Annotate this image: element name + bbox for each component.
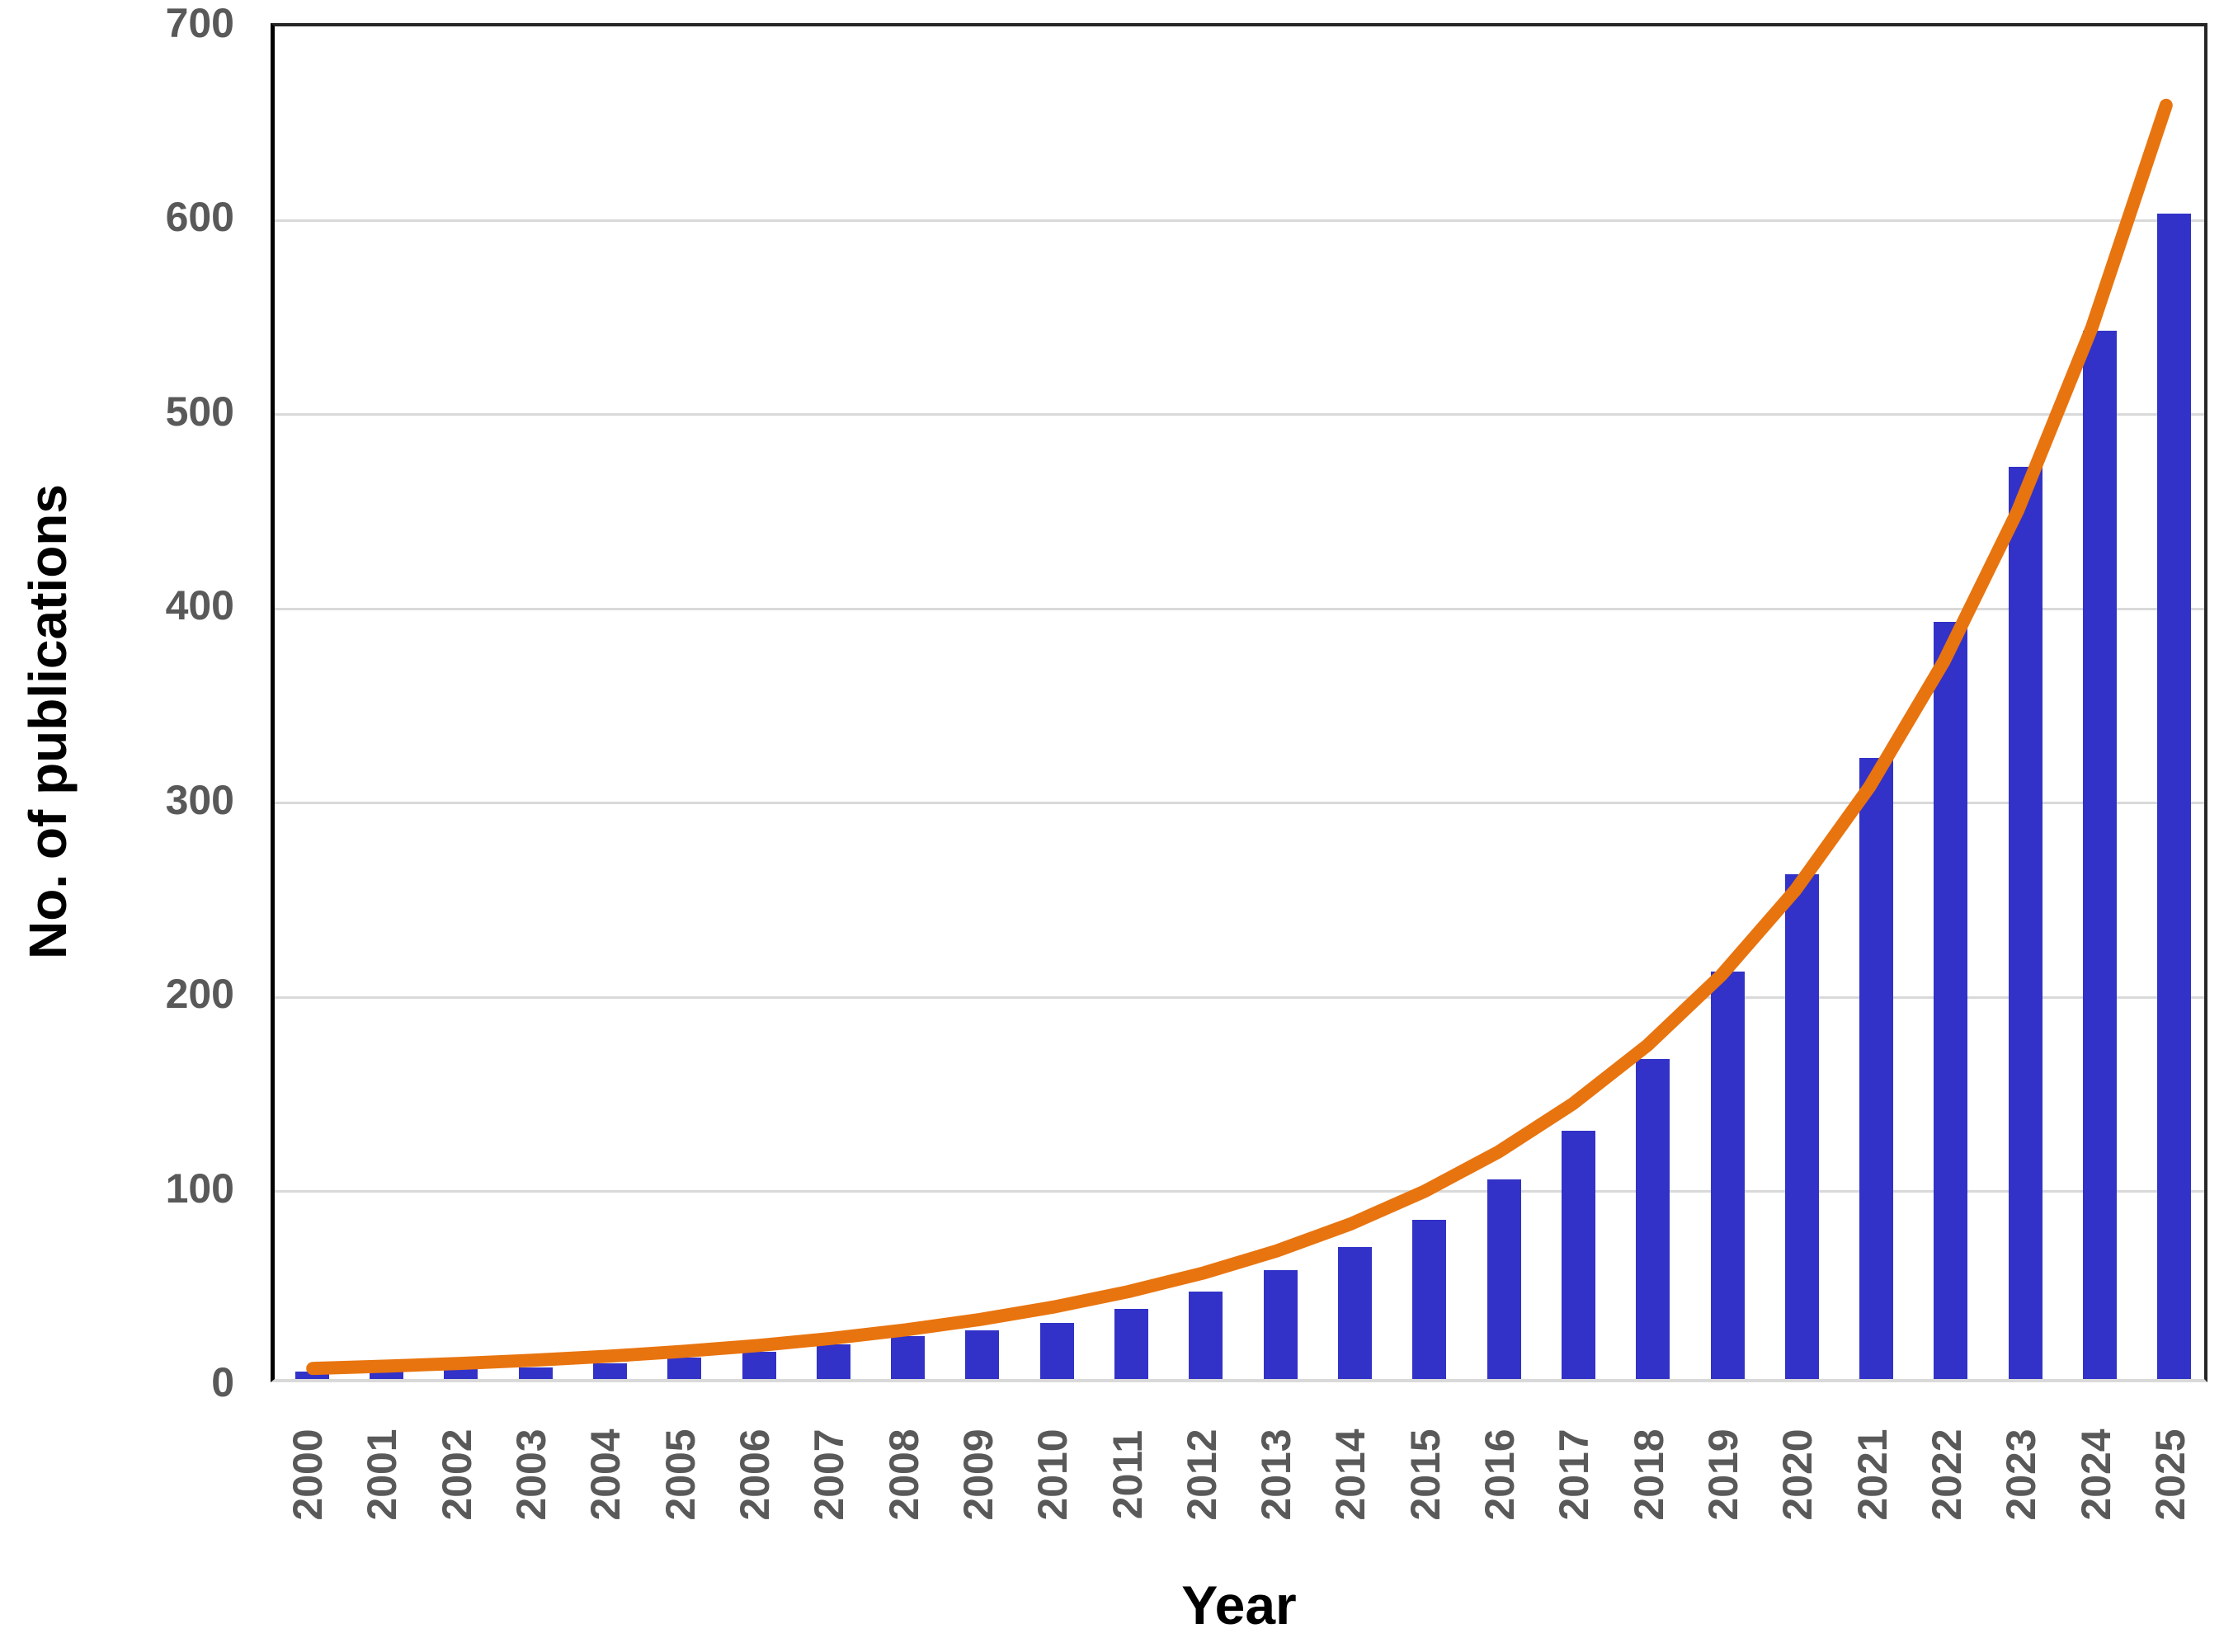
- x-tick-label-2020: 2020: [1774, 1428, 1821, 1521]
- x-tick-label-2007: 2007: [806, 1428, 853, 1521]
- x-tick-label-2009: 2009: [954, 1428, 1001, 1521]
- y-tick-label-700: 700: [165, 0, 234, 46]
- bar-2009: [965, 1330, 1000, 1379]
- x-tick-label-2016: 2016: [1477, 1428, 1524, 1521]
- bar-2014: [1337, 1246, 1372, 1379]
- bar-2015: [1412, 1219, 1447, 1379]
- bar-2006: [742, 1352, 776, 1379]
- gridline-600: [275, 219, 2204, 222]
- bar-2007: [816, 1344, 850, 1379]
- bar-2024: [2083, 330, 2118, 1379]
- trendline-path: [306, 98, 2173, 1376]
- x-tick-label-2017: 2017: [1551, 1428, 1598, 1521]
- bar-2002: [444, 1369, 478, 1379]
- gridline-300: [275, 802, 2204, 805]
- y-tick-label-300: 300: [165, 776, 234, 823]
- x-tick-label-2022: 2022: [1923, 1428, 1970, 1521]
- bar-2022: [1934, 621, 1968, 1379]
- x-tick-label-2023: 2023: [1998, 1428, 2045, 1521]
- bar-2023: [2008, 466, 2042, 1379]
- x-tick-label-2015: 2015: [1402, 1428, 1449, 1521]
- bar-2025: [2157, 214, 2192, 1379]
- x-axis-title: Year: [1181, 1574, 1297, 1636]
- bar-2005: [667, 1358, 702, 1379]
- gridline-400: [275, 607, 2204, 610]
- bar-2017: [1561, 1130, 1595, 1379]
- bar-2019: [1710, 971, 1745, 1379]
- bar-2016: [1487, 1179, 1521, 1379]
- bar-2021: [1859, 757, 1894, 1379]
- x-tick-label-2000: 2000: [285, 1428, 332, 1521]
- x-tick-label-2006: 2006: [732, 1428, 778, 1521]
- bar-2010: [1039, 1322, 1074, 1379]
- x-tick-label-2013: 2013: [1253, 1428, 1300, 1521]
- bar-2001: [369, 1371, 403, 1379]
- x-tick-label-2010: 2010: [1029, 1428, 1077, 1521]
- y-tick-label-0: 0: [211, 1359, 234, 1405]
- x-tick-label-2003: 2003: [508, 1428, 555, 1521]
- bar-2013: [1263, 1270, 1298, 1379]
- x-tick-label-2025: 2025: [2146, 1428, 2193, 1521]
- x-tick-label-2008: 2008: [880, 1428, 927, 1521]
- bar-2000: [294, 1371, 329, 1379]
- x-tick-label-2021: 2021: [1849, 1428, 1896, 1521]
- y-tick-label-500: 500: [165, 388, 234, 435]
- gridline-100: [275, 1190, 2204, 1193]
- bar-2020: [1784, 873, 1819, 1379]
- bar-2004: [592, 1363, 627, 1379]
- x-tick-label-2002: 2002: [433, 1428, 480, 1521]
- y-tick-label-100: 100: [165, 1165, 234, 1212]
- bar-2012: [1189, 1292, 1223, 1379]
- x-tick-label-2024: 2024: [2072, 1428, 2119, 1521]
- x-tick-label-2012: 2012: [1178, 1428, 1225, 1521]
- plot-area: [271, 23, 2207, 1382]
- x-tick-label-2004: 2004: [582, 1428, 629, 1521]
- y-tick-label-600: 600: [165, 194, 234, 241]
- bar-2008: [891, 1336, 926, 1379]
- y-axis-title: No. of publications: [18, 484, 78, 959]
- x-tick-label-2018: 2018: [1625, 1428, 1672, 1521]
- x-tick-label-2019: 2019: [1700, 1428, 1746, 1521]
- y-tick-label-400: 400: [165, 582, 234, 629]
- gridline-200: [275, 995, 2204, 999]
- y-tick-label-200: 200: [165, 971, 234, 1018]
- gridline-500: [275, 413, 2204, 417]
- bar-2003: [518, 1367, 553, 1379]
- x-tick-label-2001: 2001: [359, 1428, 406, 1521]
- x-tick-label-2011: 2011: [1104, 1429, 1151, 1520]
- trendline: [306, 98, 2173, 1376]
- x-tick-label-2014: 2014: [1327, 1428, 1374, 1521]
- x-tick-label-2005: 2005: [657, 1428, 704, 1521]
- bar-2018: [1636, 1058, 1670, 1379]
- bar-2011: [1114, 1309, 1149, 1379]
